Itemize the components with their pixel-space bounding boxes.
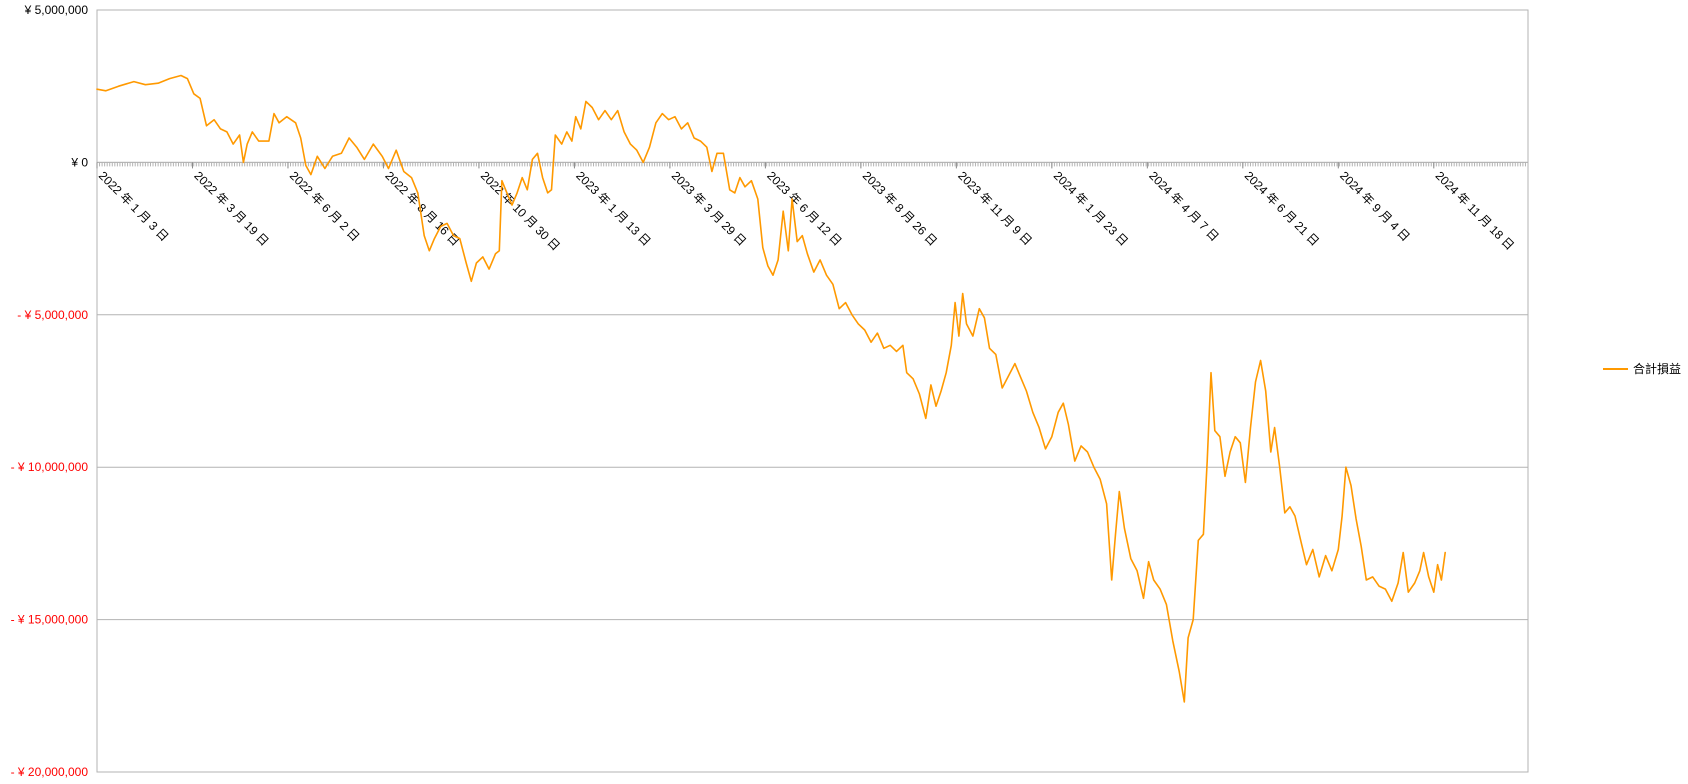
legend-label: 合計損益 — [1633, 361, 1681, 376]
y-tick-label: - ¥ 15,000,000 — [11, 613, 89, 627]
x-tick-label: 2024 年 4 月 7 日 — [1146, 169, 1221, 244]
x-tick-label: 2022 年 3 月 19 日 — [191, 169, 271, 249]
plot-frame — [96, 9, 1529, 773]
x-tick-label: 2024 年 6 月 21 日 — [1242, 169, 1322, 249]
y-tick-label: ¥ 0 — [70, 155, 88, 169]
legend: 合計損益 — [1603, 361, 1681, 376]
x-tick-label: 2022 年 1 月 3 日 — [96, 169, 171, 244]
y-tick-label: - ¥ 5,000,000 — [17, 308, 88, 322]
y-axis: ¥ 5,000,000 ¥ 0 - ¥ 5,000,000 - ¥ 10,000,00… — [11, 3, 89, 779]
x-tick-label: 2024 年 1 月 23 日 — [1051, 169, 1131, 249]
x-tick-label: 2024 年 9 月 4 日 — [1337, 169, 1412, 244]
x-tick-label: 2022 年 6 月 2 日 — [287, 169, 362, 244]
y-tick-label: - ¥ 20,000,000 — [11, 765, 89, 779]
x-axis: 2022 年 1 月 3 日 2022 年 3 月 19 日 2022 年 6 月 … — [96, 161, 1529, 254]
x-tick-label: 2023 年 8 月 26 日 — [860, 169, 940, 249]
x-tick-label: 2023 年 1 月 13 日 — [573, 169, 653, 249]
plot-area — [96, 74, 1446, 703]
x-tick-label: 2023 年 11 月 9 日 — [955, 169, 1035, 249]
x-tick-label: 2022 年 8 月 16 日 — [382, 169, 462, 249]
gridlines — [96, 9, 1529, 773]
x-tick-label: 2024 年 11 月 18 日 — [1433, 169, 1517, 253]
y-tick-label: ¥ 5,000,000 — [24, 3, 89, 17]
series-line — [96, 74, 1446, 703]
y-tick-label: - ¥ 10,000,000 — [11, 460, 89, 474]
x-tick-label: 2023 年 6 月 12 日 — [764, 169, 844, 249]
x-tick-label: 2023 年 3 月 29 日 — [669, 169, 749, 249]
